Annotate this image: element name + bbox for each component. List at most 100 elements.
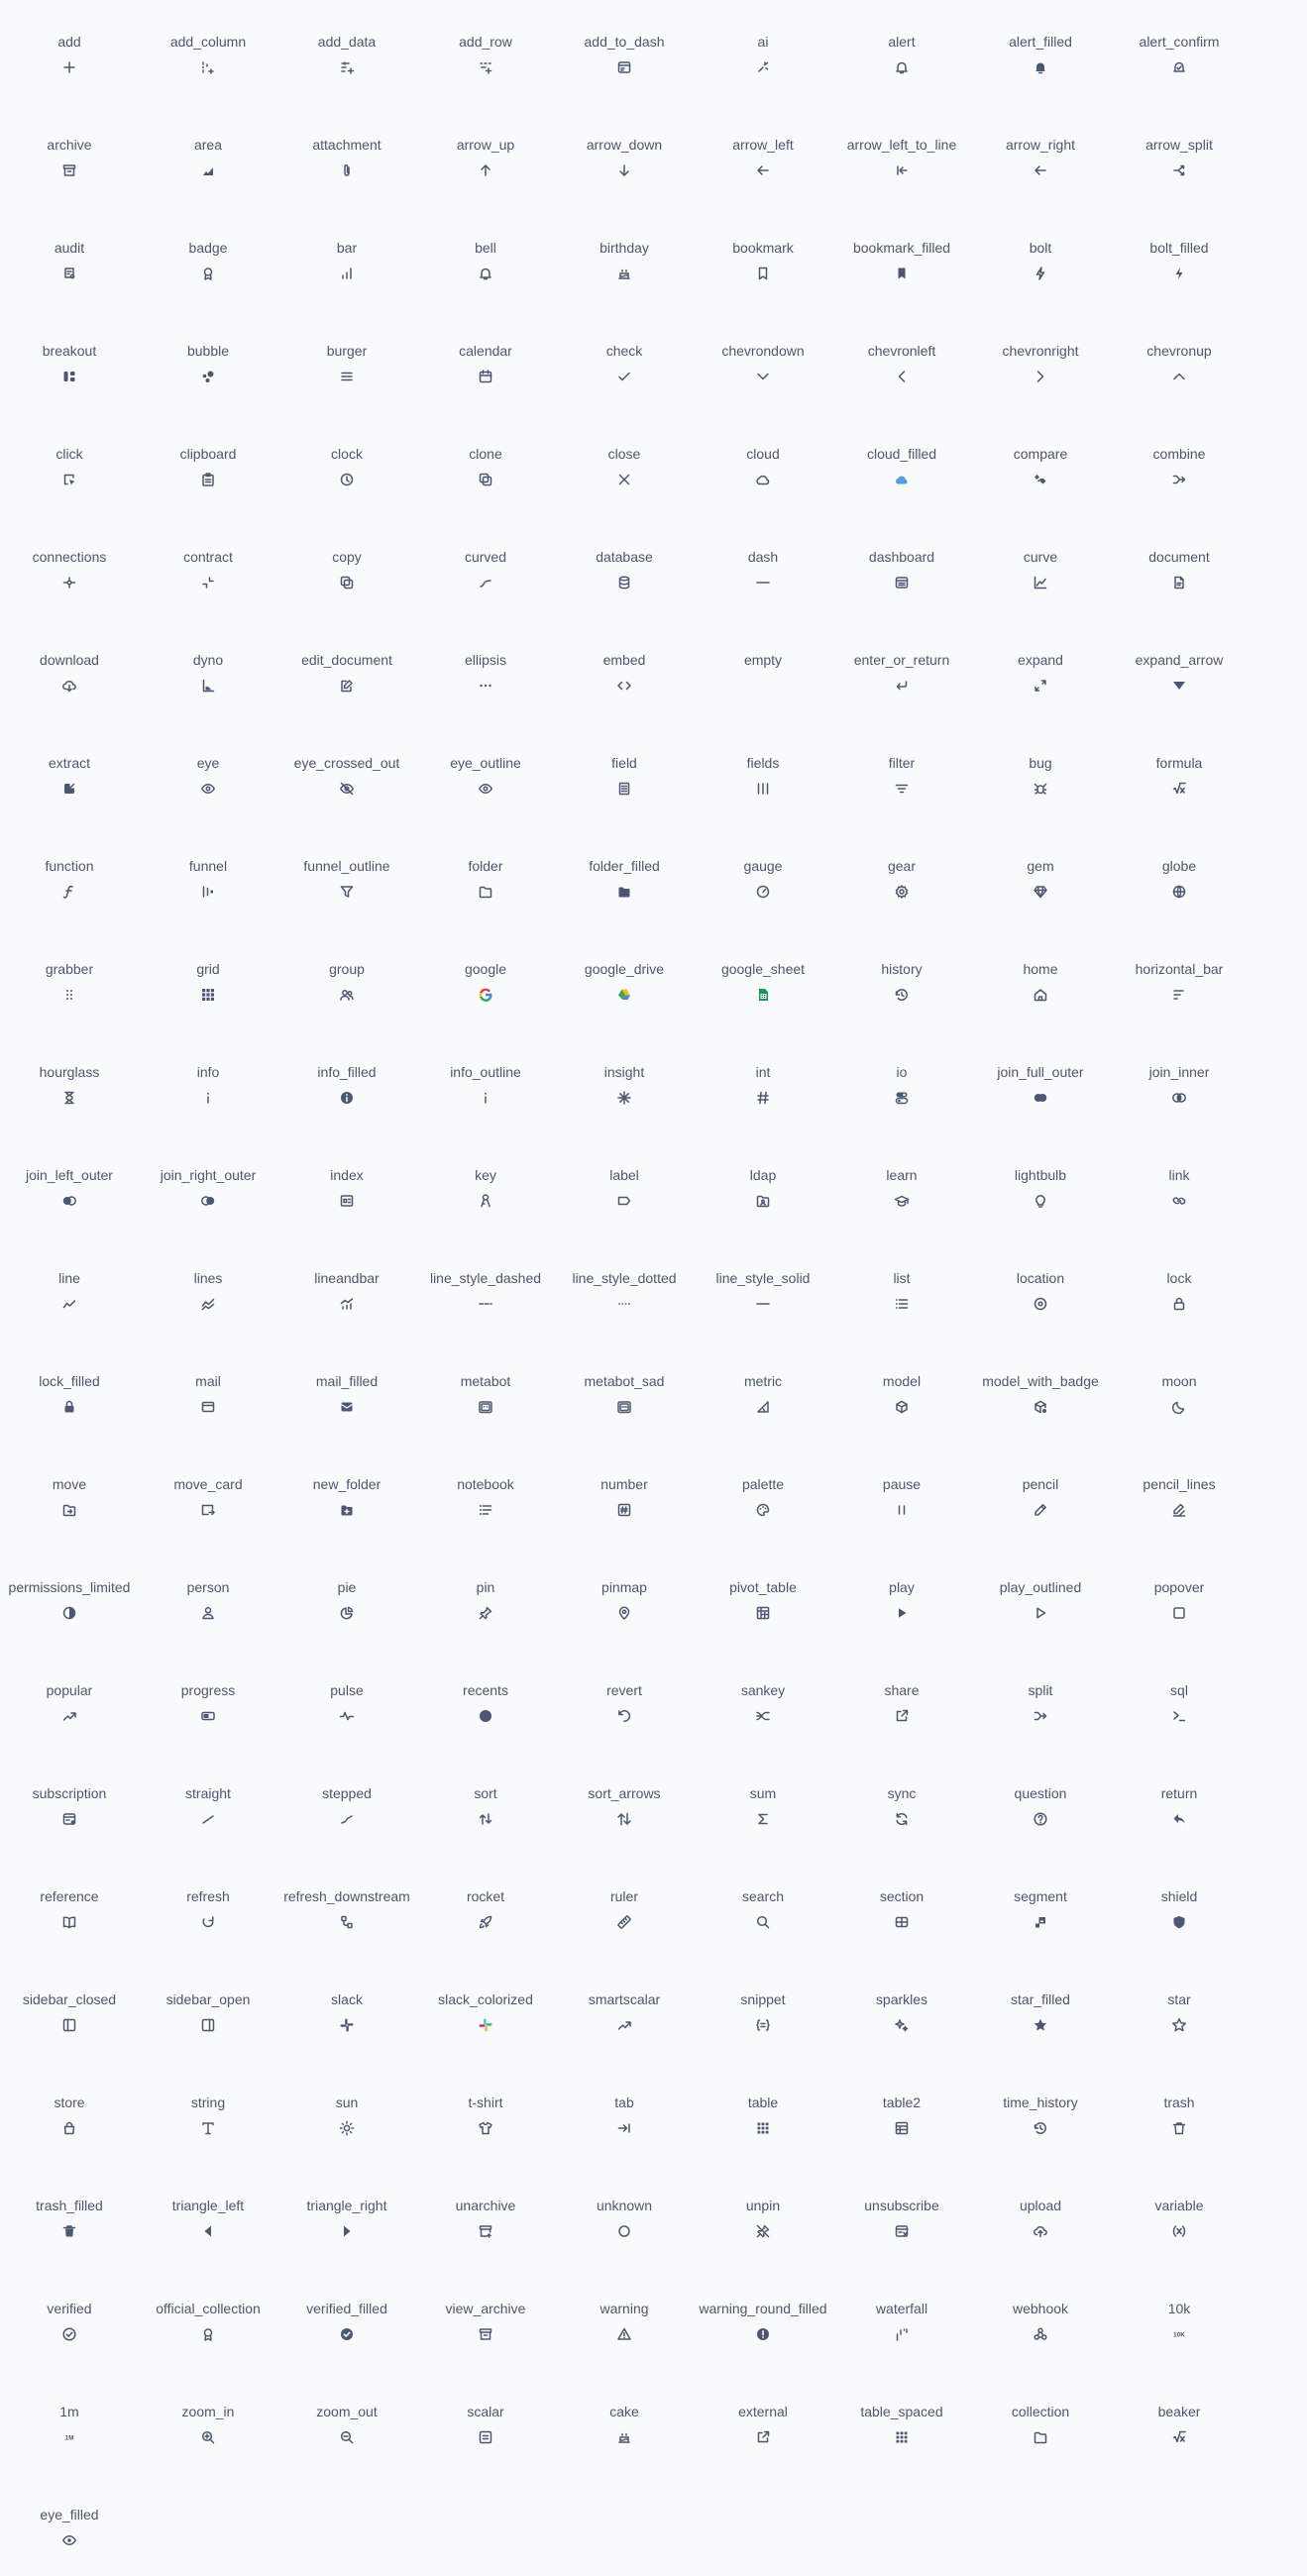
icon-name-label: sankey [740, 1682, 786, 1698]
io-icon [894, 1090, 910, 1106]
icon-tile-person: person [139, 1579, 277, 1639]
bubble-icon [200, 369, 216, 384]
icon-tile-view_archive: view_archive [416, 2301, 555, 2360]
empty-icon [755, 678, 771, 694]
icon-tile-return: return [1110, 1785, 1249, 1845]
filter-icon [894, 781, 910, 797]
icon-tile-compare: compare [971, 446, 1110, 505]
pinmap-icon [616, 1605, 632, 1621]
function-icon [61, 884, 77, 900]
arrow_left-icon [755, 162, 771, 178]
section-icon [894, 1914, 910, 1930]
icon-tile-google: google [416, 961, 555, 1020]
folder_filled-icon [616, 884, 632, 900]
icon-tile-join_right_outer: join_right_outer [139, 1167, 277, 1227]
icon-name-label: bookmark_filled [852, 240, 951, 256]
add_to_dash-icon [616, 59, 632, 75]
share-icon [894, 1708, 910, 1724]
icon-tile-webhook: webhook [971, 2301, 1110, 2360]
variable-icon [1171, 2223, 1187, 2239]
icon-name-label: notebook [457, 1476, 514, 1492]
icon-name-label: triangle_right [306, 2198, 387, 2213]
icon-tile-beaker: beaker [1110, 2404, 1249, 2463]
icon-name-label: return [1160, 1785, 1198, 1801]
pivot_table-icon [755, 1605, 771, 1621]
icon-name-label: star_filled [1011, 1991, 1070, 2007]
key-icon [478, 1193, 493, 1209]
expand-icon [1033, 678, 1048, 694]
icon-name-label: time_history [1003, 2094, 1078, 2110]
icon-name-label: sum [749, 1785, 777, 1801]
official_collection-icon [200, 2326, 216, 2342]
icon-name-label: info [196, 1064, 220, 1080]
join_right_outer-icon [200, 1193, 216, 1209]
curve-icon [1033, 575, 1048, 590]
icon-name-label: expand [1018, 652, 1063, 668]
icon-tile-google_drive: google_drive [555, 961, 694, 1020]
icon-name-label: key [475, 1167, 496, 1183]
icon-name-label: dashboard [868, 549, 935, 565]
eye_crossed_out-icon [339, 781, 355, 797]
icon-tile-eye_filled: eye_filled [0, 2507, 139, 2566]
icon-tile-history: history [832, 961, 971, 1020]
icon-name-label: split [1028, 1682, 1053, 1698]
icon-name-label: audit [54, 240, 85, 256]
icon-name-label: sql [1170, 1682, 1188, 1698]
icon-tile-section: section [832, 1888, 971, 1948]
icon-tile-audit: audit [0, 240, 139, 299]
line_style_dashed-icon [478, 1296, 493, 1312]
icon-name-label: store [54, 2094, 85, 2110]
icon-tile-empty: empty [694, 652, 832, 711]
copy-icon [339, 575, 355, 590]
icon-tile-label: label [555, 1167, 694, 1227]
icon-tile-ellipsis: ellipsis [416, 652, 555, 711]
icon-name-label: learn [886, 1167, 918, 1183]
icon-tile-smartscalar: smartscalar [555, 1991, 694, 2051]
icon-name-label: bug [1029, 755, 1052, 771]
icon-name-label: bubble [186, 343, 230, 359]
icon-name-label: slack [331, 1991, 363, 2007]
icon-tile-gear: gear [832, 858, 971, 917]
icon-name-label: pencil [1022, 1476, 1059, 1492]
icon-name-label: play [889, 1579, 915, 1595]
icon-name-label: eye_filled [40, 2507, 99, 2522]
icon-tile-function: function [0, 858, 139, 917]
download-icon [61, 678, 77, 694]
icon-tile-location: location [971, 1270, 1110, 1330]
icon-name-label: unpin [745, 2198, 781, 2213]
field-icon [616, 781, 632, 797]
icon-name-label: line_style_dashed [429, 1270, 542, 1286]
icon-tile-join_full_outer: join_full_outer [971, 1064, 1110, 1124]
warning_round_filled-icon [755, 2326, 771, 2342]
icon-name-label: embed [602, 652, 646, 668]
icon-name-label: tab [614, 2094, 634, 2110]
trash-icon [1171, 2120, 1187, 2136]
icon-tile-grid: grid [139, 961, 277, 1020]
icon-name-label: archive [47, 137, 92, 153]
bookmark_filled-icon [894, 266, 910, 281]
new_folder-icon [339, 1502, 355, 1518]
icon-tile-home: home [971, 961, 1110, 1020]
icon-name-label: cake [609, 2404, 639, 2419]
icon-name-label: popular [46, 1682, 93, 1698]
icon-tile-warning_round_filled: warning_round_filled [694, 2301, 832, 2360]
palette-icon [755, 1502, 771, 1518]
icon-tile-model_with_badge: model_with_badge [971, 1373, 1110, 1433]
icon-name-label: variable [1154, 2198, 1204, 2213]
icon-name-label: join_inner [1148, 1064, 1210, 1080]
icon-name-label: click [55, 446, 83, 462]
icon-name-label: bolt [1029, 240, 1052, 256]
arrow_right-icon [1033, 162, 1048, 178]
icon-name-label: unarchive [455, 2198, 516, 2213]
google-icon [478, 987, 493, 1003]
icon-name-label: palette [741, 1476, 785, 1492]
pin-icon [478, 1605, 493, 1621]
icon-name-label: unknown [596, 2198, 653, 2213]
icon-tile-area: area [139, 137, 277, 196]
burger-icon [339, 369, 355, 384]
list-icon [894, 1296, 910, 1312]
label-icon [616, 1193, 632, 1209]
gear-icon [894, 884, 910, 900]
move-icon [61, 1502, 77, 1518]
icon-tile-add_to_dash: add_to_dash [555, 34, 694, 93]
